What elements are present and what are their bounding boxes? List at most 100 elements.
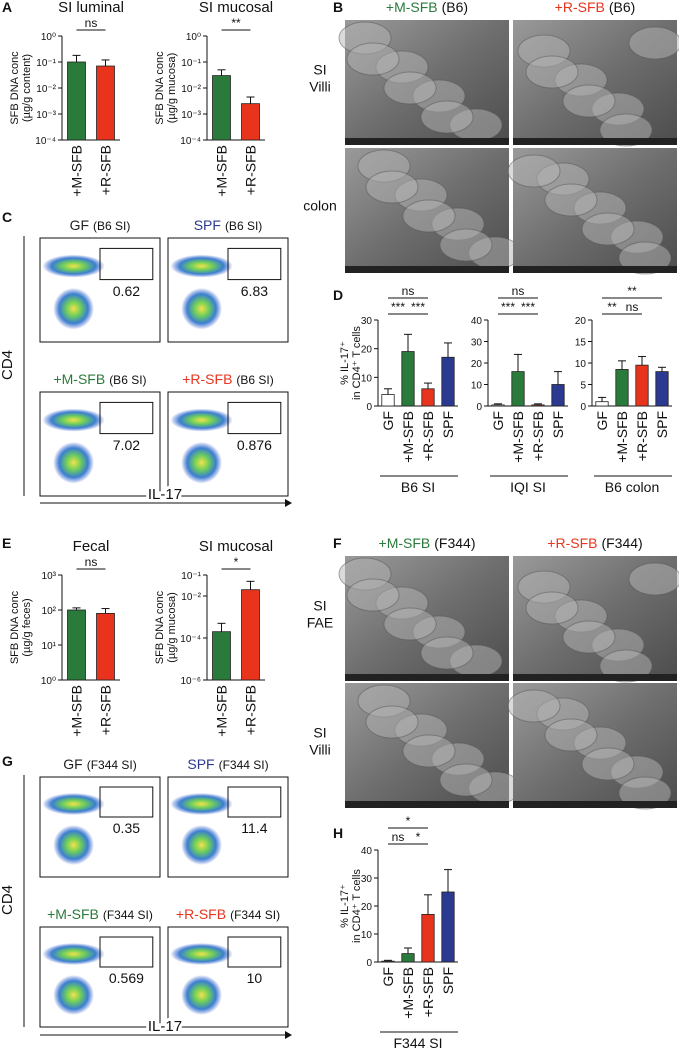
bar xyxy=(551,384,565,407)
host: (B6 SI) xyxy=(236,373,273,387)
sig-label: ** xyxy=(231,16,241,30)
y-axis-label: (µg/g mucosa) xyxy=(166,53,178,124)
panel-label: A xyxy=(2,0,12,15)
x-tick-label: +M-SFB xyxy=(69,685,85,737)
villus xyxy=(439,228,493,262)
panel-label: E xyxy=(2,535,11,551)
sample: GF xyxy=(70,217,89,233)
x-tick-label: +R-SFB xyxy=(98,685,114,735)
sig-label: *** xyxy=(391,300,405,314)
plot-title: +M-SFB (B6 SI) xyxy=(53,371,146,387)
sample: GF xyxy=(63,756,82,772)
gate xyxy=(227,936,282,968)
strain: +R-SFB xyxy=(555,0,605,15)
bar xyxy=(655,371,669,407)
x-tick-label: +R-SFB xyxy=(98,145,114,195)
y-tick-label: 15 xyxy=(575,338,587,349)
bar xyxy=(241,103,260,141)
error-bar xyxy=(246,96,255,104)
error-bar xyxy=(217,69,226,76)
scale-strip xyxy=(513,801,677,808)
y-tick-label: 20 xyxy=(361,902,373,913)
y-axis-label: in CD4⁺ T cells xyxy=(351,869,363,943)
y-tick-label: 10⁻¹ xyxy=(181,571,201,582)
villus xyxy=(562,620,616,654)
bar xyxy=(401,351,415,407)
x-tick-label: +M-SFB xyxy=(400,967,416,1019)
y-tick-label: 30 xyxy=(471,338,483,349)
group-label: B6 colon xyxy=(605,479,659,495)
host: (F344 SI) xyxy=(87,758,137,772)
y-tick-label: 20 xyxy=(471,359,483,370)
cd4-neg-population xyxy=(181,975,223,1015)
x-tick-label: +R-SFB xyxy=(243,685,259,735)
bar xyxy=(381,960,395,963)
sample: +M-SFB xyxy=(47,906,99,922)
x-tick-label: +M-SFB xyxy=(510,411,526,463)
y-tick-label: 40 xyxy=(361,846,373,857)
scale-strip xyxy=(513,674,677,681)
cd4-neg-population xyxy=(53,825,94,865)
x-tick-label: +M-SFB xyxy=(69,145,85,197)
x-tick-label: +M-SFB xyxy=(214,145,230,197)
villus xyxy=(581,212,635,246)
gate-value: 11.4 xyxy=(241,820,267,836)
y-tick-label: 10⁻⁴ xyxy=(180,136,201,147)
cd4-neg-population xyxy=(53,441,94,484)
bar xyxy=(511,371,525,407)
y-tick-label: 10⁻⁴ xyxy=(35,136,56,147)
y-tick-label: 40 xyxy=(471,316,483,327)
host: (F344 SI) xyxy=(103,908,153,922)
row-label: SI xyxy=(313,62,326,78)
host: (B6) xyxy=(609,0,635,15)
chart-title: SI luminal xyxy=(58,0,124,16)
gate xyxy=(227,247,282,281)
y-tick-label: 10² xyxy=(42,606,57,617)
x-tick-label: +R-SFB xyxy=(420,967,436,1017)
cd4-pos-population xyxy=(170,793,233,815)
villus xyxy=(628,562,679,596)
error-bar xyxy=(384,388,392,395)
bar xyxy=(441,356,455,407)
cd4-pos-population xyxy=(170,943,233,965)
error-bar xyxy=(554,371,562,385)
gate-value: 0.569 xyxy=(109,970,144,986)
sig-label: ** xyxy=(627,284,637,298)
cd4-neg-population xyxy=(181,441,223,484)
y-axis-label: CD4 xyxy=(0,350,16,380)
panel-label: B xyxy=(333,0,343,15)
row-label: SI xyxy=(313,725,326,741)
villus xyxy=(383,71,437,105)
y-axis-label: in CD4⁺ T cells xyxy=(351,326,363,400)
error-bar xyxy=(424,382,432,389)
gate xyxy=(99,786,154,818)
y-tick-label: 10⁻¹ xyxy=(181,58,201,69)
y-tick-label: 30 xyxy=(361,316,373,327)
sig-label: * xyxy=(406,814,411,828)
panel-label: F xyxy=(333,535,342,551)
villus xyxy=(346,42,400,76)
bar xyxy=(96,612,115,681)
bar xyxy=(421,914,435,963)
plot-title: SPF (F344 SI) xyxy=(187,756,268,772)
y-axis-label: SFB DNA conc xyxy=(9,51,21,125)
y-tick-label: 0 xyxy=(366,402,372,413)
y-axis-label: SFB DNA conc xyxy=(154,590,166,664)
host: (F344) xyxy=(601,535,642,551)
y-tick-label: 0 xyxy=(580,402,586,413)
bar xyxy=(381,394,395,407)
chart-title: SI mucosal xyxy=(199,0,273,16)
panel-label: D xyxy=(333,287,343,303)
y-tick-label: 10¹ xyxy=(42,641,57,652)
error-bar xyxy=(404,947,412,954)
villus xyxy=(383,607,437,641)
cd4-pos-population xyxy=(42,793,105,815)
y-tick-label: 10⁰ xyxy=(41,32,56,43)
bar xyxy=(531,404,545,407)
cd4-pos-population xyxy=(42,254,105,278)
x-axis-label: IL-17 xyxy=(148,1018,182,1035)
column-title: +M-SFB (F344) xyxy=(379,535,476,551)
y-axis-label: SFB DNA conc xyxy=(154,51,166,125)
cd4-neg-population xyxy=(53,975,94,1015)
x-tick-label: SPF xyxy=(440,967,456,994)
